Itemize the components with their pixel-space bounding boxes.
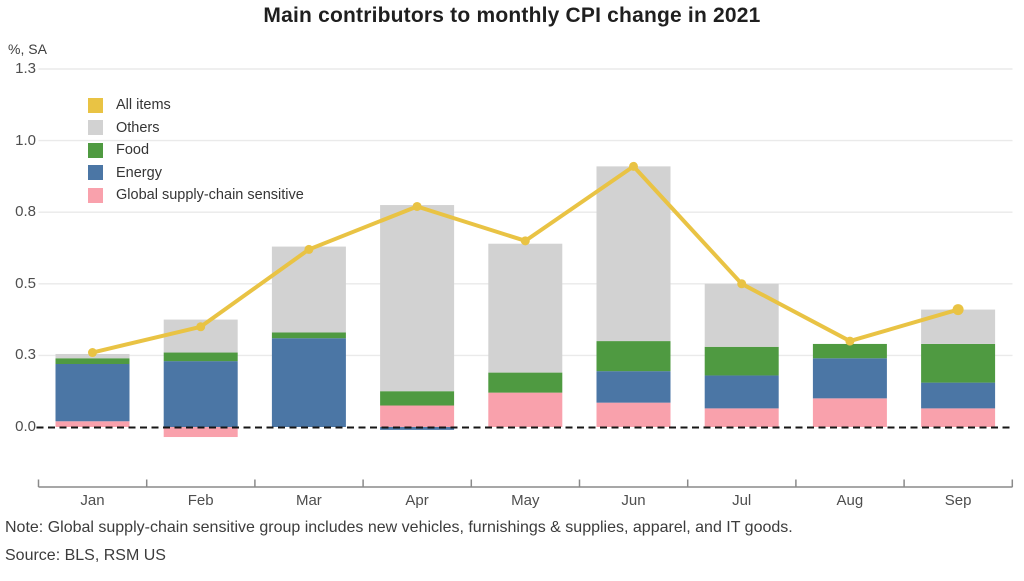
bar-segment-energy-aug[interactable] xyxy=(812,358,887,399)
x-tick-label-aug: Aug xyxy=(836,492,864,509)
legend-item-global-supply-chain-sensitive[interactable]: Global supply-chain sensitive xyxy=(88,184,304,207)
bar-segment-global-supply-chain-sensitive-jan[interactable] xyxy=(55,421,130,427)
legend-item-others[interactable]: Others xyxy=(88,117,304,140)
legend-swatch-food xyxy=(88,142,103,158)
legend-label: Others xyxy=(116,119,160,136)
bar-segment-food-aug[interactable] xyxy=(812,343,887,359)
legend-label: All items xyxy=(116,97,171,114)
note-text: Note: Global supply-chain sensitive grou… xyxy=(5,519,793,536)
x-tick-label-mar: Mar xyxy=(295,492,322,509)
bar-segment-food-jul[interactable] xyxy=(704,346,779,376)
bar-segment-others-jul[interactable] xyxy=(704,283,779,347)
bar-segment-energy-jun[interactable] xyxy=(596,371,671,403)
x-tick-label-jan: Jan xyxy=(80,492,105,509)
all-items-marker-feb[interactable] xyxy=(196,322,206,332)
bar-segment-energy-sep[interactable] xyxy=(921,382,996,409)
bar-segment-global-supply-chain-sensitive-may[interactable] xyxy=(488,392,563,427)
bar-segment-food-jan[interactable] xyxy=(55,358,130,364)
bar-segment-global-supply-chain-sensitive-sep[interactable] xyxy=(921,408,996,427)
x-tick-label-jun: Jun xyxy=(621,492,646,509)
y-tick-label-1.3: 1.3 xyxy=(15,60,36,77)
bar-segment-energy-jan[interactable] xyxy=(55,363,130,422)
x-tick-label-apr: Apr xyxy=(405,492,429,509)
legend-label: Global supply-chain sensitive xyxy=(116,187,304,204)
all-items-marker-jul[interactable] xyxy=(737,279,747,289)
x-tick-label-jul: Jul xyxy=(732,492,752,509)
legend-swatch-energy xyxy=(88,165,103,181)
chart-title: Main contributors to monthly CPI change … xyxy=(263,4,761,27)
legend: All items Others Food Energy Global supply-c… xyxy=(88,94,304,207)
bar-segment-global-supply-chain-sensitive-jun[interactable] xyxy=(596,402,671,427)
all-items-marker-jan[interactable] xyxy=(88,348,97,358)
all-items-marker-jun[interactable] xyxy=(629,161,638,171)
legend-label: Food xyxy=(116,142,150,159)
bar-segment-global-supply-chain-sensitive-feb[interactable] xyxy=(163,427,238,438)
bar-segment-food-jun[interactable] xyxy=(596,341,671,372)
bar-segment-food-may[interactable] xyxy=(488,372,563,393)
bar-segment-energy-jul[interactable] xyxy=(704,375,779,409)
y-axis-unit-label: %, SA xyxy=(8,41,47,57)
y-tick-label-0.0: 0.0 xyxy=(15,418,36,435)
bar-segment-global-supply-chain-sensitive-jul[interactable] xyxy=(704,408,779,427)
bar-segment-others-may[interactable] xyxy=(488,243,563,373)
bar-segment-food-apr[interactable] xyxy=(380,391,455,406)
legend-swatch-global-supply-chain-sensitive xyxy=(88,187,103,203)
bar-segment-others-apr[interactable] xyxy=(380,205,455,392)
source-text: Source: BLS, RSM US xyxy=(5,547,166,564)
legend-item-all-items[interactable]: All items xyxy=(88,94,304,117)
legend-swatch-all-items xyxy=(88,97,103,113)
x-tick-label-may: May xyxy=(511,492,540,509)
legend-label: Energy xyxy=(116,164,162,181)
legend-item-food[interactable]: Food xyxy=(88,139,304,162)
bar-segment-food-sep[interactable] xyxy=(921,343,996,383)
bar-segment-global-supply-chain-sensitive-aug[interactable] xyxy=(812,398,887,427)
y-tick-label-1.0: 1.0 xyxy=(15,131,36,149)
bar-segment-others-mar[interactable] xyxy=(271,246,346,333)
x-tick-label-feb: Feb xyxy=(187,492,214,509)
bar-segment-global-supply-chain-sensitive-apr[interactable] xyxy=(380,405,455,427)
legend-item-energy[interactable]: Energy xyxy=(88,162,304,185)
bar-segment-food-mar[interactable] xyxy=(271,332,346,339)
bar-segment-energy-feb[interactable] xyxy=(163,361,238,427)
all-items-marker-sep[interactable] xyxy=(952,304,964,316)
all-items-marker-apr[interactable] xyxy=(412,201,422,211)
all-items-marker-may[interactable] xyxy=(520,236,530,246)
y-tick-label-0.3: 0.3 xyxy=(15,346,36,364)
bar-segment-food-feb[interactable] xyxy=(163,352,238,362)
all-items-marker-mar[interactable] xyxy=(304,244,314,254)
x-tick-label-sep: Sep xyxy=(944,492,972,509)
legend-swatch-others xyxy=(88,120,103,136)
all-items-marker-aug[interactable] xyxy=(845,336,855,346)
y-tick-label-0.8: 0.8 xyxy=(15,203,36,221)
y-tick-label-0.5: 0.5 xyxy=(15,274,36,292)
bar-segment-energy-mar[interactable] xyxy=(271,338,346,427)
